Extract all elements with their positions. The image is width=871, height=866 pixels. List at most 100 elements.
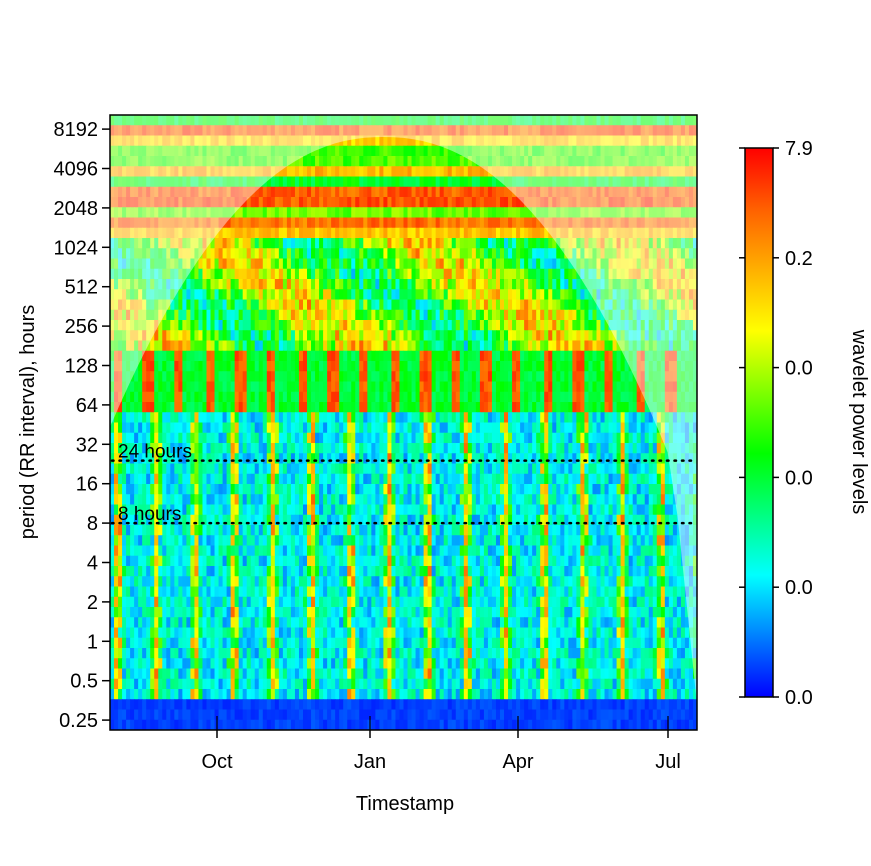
heatmap-cell: [194, 238, 200, 249]
heatmap-cell: [471, 309, 477, 321]
heatmap-cell: [266, 432, 272, 444]
heatmap-cell: [258, 453, 264, 465]
heatmap-cell: [234, 289, 240, 301]
heatmap-cell: [668, 340, 674, 352]
heatmap-cell: [616, 289, 622, 301]
heatmap-cell: [226, 340, 232, 352]
heatmap-cell: [186, 186, 192, 198]
heatmap-cell: [455, 135, 461, 147]
heatmap-cell: [198, 309, 204, 321]
heatmap-cell: [431, 309, 437, 321]
heatmap-cell: [190, 125, 196, 137]
heatmap-cell: [274, 391, 280, 403]
heatmap-cell: [568, 391, 573, 403]
heatmap-cell: [250, 340, 256, 352]
heatmap-cell: [487, 432, 493, 444]
heatmap-cell: [170, 340, 175, 352]
heatmap-cell: [371, 309, 376, 321]
heatmap-cell: [411, 279, 417, 290]
heatmap-cell: [584, 361, 590, 372]
heatmap-cell: [375, 125, 380, 137]
heatmap-cell: [343, 217, 348, 229]
heatmap-cell: [126, 176, 131, 188]
heatmap-cell: [536, 381, 541, 393]
heatmap-cell: [166, 299, 171, 311]
heatmap-cell: [588, 227, 594, 239]
heatmap-cell: [307, 320, 312, 331]
heatmap-cell: [246, 268, 252, 280]
heatmap-cell: [403, 115, 409, 126]
heatmap-cell: [178, 361, 183, 372]
heatmap-cell: [508, 412, 513, 424]
heatmap-cell: [371, 248, 376, 260]
heatmap-cell: [270, 238, 276, 249]
heatmap-cell: [254, 381, 260, 393]
heatmap-cell: [190, 248, 196, 260]
heatmap-cell: [524, 330, 529, 342]
heatmap-cell: [548, 197, 553, 208]
heatmap-cell: [162, 361, 167, 372]
heatmap-cell: [568, 238, 573, 249]
heatmap-cell: [134, 340, 139, 352]
heatmap-cell: [544, 330, 549, 342]
heatmap-cell: [266, 176, 272, 188]
heatmap-cell: [592, 361, 598, 372]
heatmap-cell: [110, 166, 115, 178]
heatmap-cell: [138, 115, 143, 126]
heatmap-cell: [604, 268, 610, 280]
heatmap-cell: [648, 135, 654, 147]
heatmap-cell: [608, 361, 614, 372]
heatmap-cell: [532, 361, 537, 372]
heatmap-cell: [652, 412, 658, 424]
heatmap-cell: [343, 238, 348, 249]
heatmap-cell: [118, 340, 123, 352]
heatmap-cell: [331, 381, 336, 393]
heatmap-cell: [194, 391, 200, 403]
heatmap-cell: [528, 453, 533, 465]
heatmap-cell: [395, 115, 401, 126]
heatmap-cell: [411, 320, 417, 331]
heatmap-cell: [504, 258, 509, 270]
heatmap-cell: [254, 207, 260, 219]
heatmap-cell: [323, 207, 328, 219]
heatmap-cell: [226, 371, 232, 383]
heatmap-cell: [644, 176, 650, 188]
heatmap-cell: [664, 258, 670, 270]
heatmap-cell: [451, 402, 457, 413]
heatmap-cell: [190, 176, 196, 188]
heatmap-cell: [210, 350, 216, 362]
heatmap-cell: [652, 238, 658, 249]
heatmap-cell: [122, 135, 127, 147]
heatmap-cell: [302, 279, 308, 290]
heatmap-cell: [451, 217, 457, 229]
heatmap-cell: [254, 371, 260, 383]
heatmap-cell: [568, 227, 573, 239]
heatmap-cell: [234, 371, 240, 383]
heatmap-cell: [656, 361, 662, 372]
heatmap-cell: [262, 227, 268, 239]
heatmap-cell: [286, 186, 292, 198]
heatmap-cell: [596, 320, 602, 331]
heatmap-cell: [628, 361, 634, 372]
heatmap-cell: [311, 422, 316, 434]
heatmap-cell: [202, 422, 208, 434]
heatmap-cell: [600, 299, 606, 311]
heatmap-cell: [688, 197, 694, 208]
heatmap-cell: [608, 350, 614, 362]
heatmap-cell: [680, 217, 686, 229]
heatmap-cell: [391, 340, 397, 352]
heatmap-cell: [294, 422, 300, 434]
heatmap-cell: [130, 330, 135, 342]
heatmap-cell: [443, 289, 449, 301]
heatmap-cell: [467, 268, 473, 280]
heatmap-cell: [664, 207, 670, 219]
heatmap-cell: [359, 227, 364, 239]
heatmap-cell: [491, 207, 497, 219]
heatmap-cell: [660, 156, 666, 167]
heatmap-cell: [238, 166, 244, 178]
heatmap-cell: [644, 135, 650, 147]
heatmap-cell: [439, 125, 445, 137]
heatmap-cell: [154, 330, 159, 342]
heatmap-cell: [182, 258, 187, 270]
heatmap-cell: [130, 207, 135, 219]
